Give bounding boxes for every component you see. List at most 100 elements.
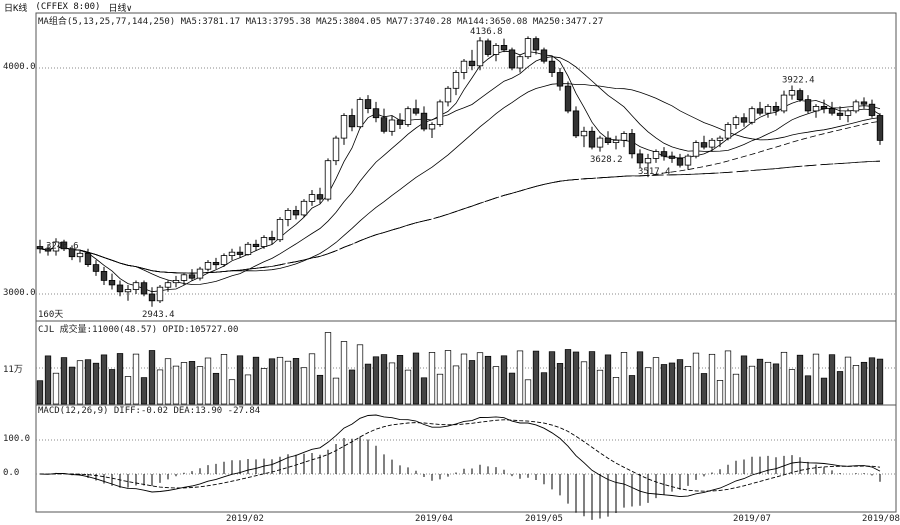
ma-line-ma144 [39,160,881,274]
volume-bar [52,372,60,405]
candle-body [412,108,420,114]
candle-body [684,155,692,166]
volume-bar [836,371,844,405]
candle-body [220,255,228,266]
candle-body [628,133,636,155]
volume-bar [436,373,444,405]
volume-bar [140,377,148,405]
candle-body [564,85,572,112]
candle-body [844,110,852,116]
volume-bar [100,354,108,405]
macd-panel-frame [35,404,897,513]
x-tick-label: 2019/05 [525,514,563,524]
volume-bar [860,361,868,405]
candle-body [716,137,724,141]
volume-bar [116,353,124,405]
candle-body [636,153,644,164]
volume-bar [412,352,420,405]
candle-body [108,279,116,286]
candle-body [620,133,628,141]
volume-bar [76,360,84,405]
candle-body [852,101,860,112]
candle-body [572,110,580,137]
candle-body [532,38,540,51]
candle-body [324,160,332,200]
volume-bar [284,360,292,405]
macd-dea-line [39,419,881,492]
candle-body [460,60,468,73]
volume-bar [588,351,596,405]
volume-bar [60,357,68,405]
candle-body [348,115,356,128]
volume-bar [828,354,836,405]
volume-bar [148,350,156,405]
candle-body [724,124,732,139]
candle-body [612,139,620,144]
candle-body [180,274,188,281]
volume-bar [812,353,820,405]
volume-bar [44,355,52,405]
candle-body [644,157,652,164]
volume-bar [364,363,372,405]
candle-body [812,106,820,112]
y-tick-4000: 4000.0 [3,62,36,72]
volume-bar [620,352,628,405]
volume-bar [772,363,780,405]
volume-bar [220,354,228,405]
volume-bar [252,356,260,405]
volume-bar [868,357,876,405]
price-annotation: 3517.4 [638,167,671,177]
volume-bar [164,358,172,405]
price-annotation: 2943.4 [142,310,175,320]
volume-bar [780,351,788,405]
candle-body [228,251,236,256]
volume-bar [460,353,468,405]
candle-body [500,45,508,51]
candle-body [468,60,476,67]
volume-bar [444,350,452,405]
candle-body [148,293,156,302]
volume-bar [84,359,92,405]
period-select[interactable]: 日线∨ [108,3,132,14]
candle-body [396,119,404,125]
volume-bar [652,357,660,405]
candle-body [604,137,612,144]
volume-bar [732,373,740,405]
price-annotation: 4136.8 [470,27,503,37]
volume-bar [756,358,764,405]
volume-bar [548,351,556,405]
candle-body [428,124,436,130]
candle-body [452,72,460,89]
macd-indicator-label: MACD(12,26,9) DIFF:-0.02 DEA:13.90 -27.8… [38,406,261,416]
volume-bar [388,362,396,405]
volume-bar [172,365,180,405]
instrument-text: (CFFEX 8:00) [35,2,101,12]
volume-bar [332,377,340,405]
volume-bar [556,363,564,405]
volume-bar [308,353,316,405]
candle-body [140,282,148,295]
volume-bar [244,374,252,405]
volume-bar [636,351,644,405]
period-count-label: 160天 [38,310,64,320]
candle-body [204,261,212,270]
candle-body [60,241,68,250]
candle-body [692,142,700,157]
candle-body [708,139,716,148]
volume-bar [628,375,636,405]
x-tick-label: 2019/07 [733,514,771,524]
volume-bar [580,361,588,405]
volume-bar [708,353,716,405]
volume-bar [428,352,436,405]
candle-body [772,106,780,112]
macd-diff-line [39,414,881,498]
volume-bar [524,379,532,405]
volume-bar [212,372,220,405]
volume-bar [796,354,804,405]
candle-body [524,38,532,58]
candle-body [820,106,828,110]
candle-body [260,237,268,247]
volume-bar [508,372,516,405]
volume-bar [372,356,380,405]
candle-body [252,243,260,248]
